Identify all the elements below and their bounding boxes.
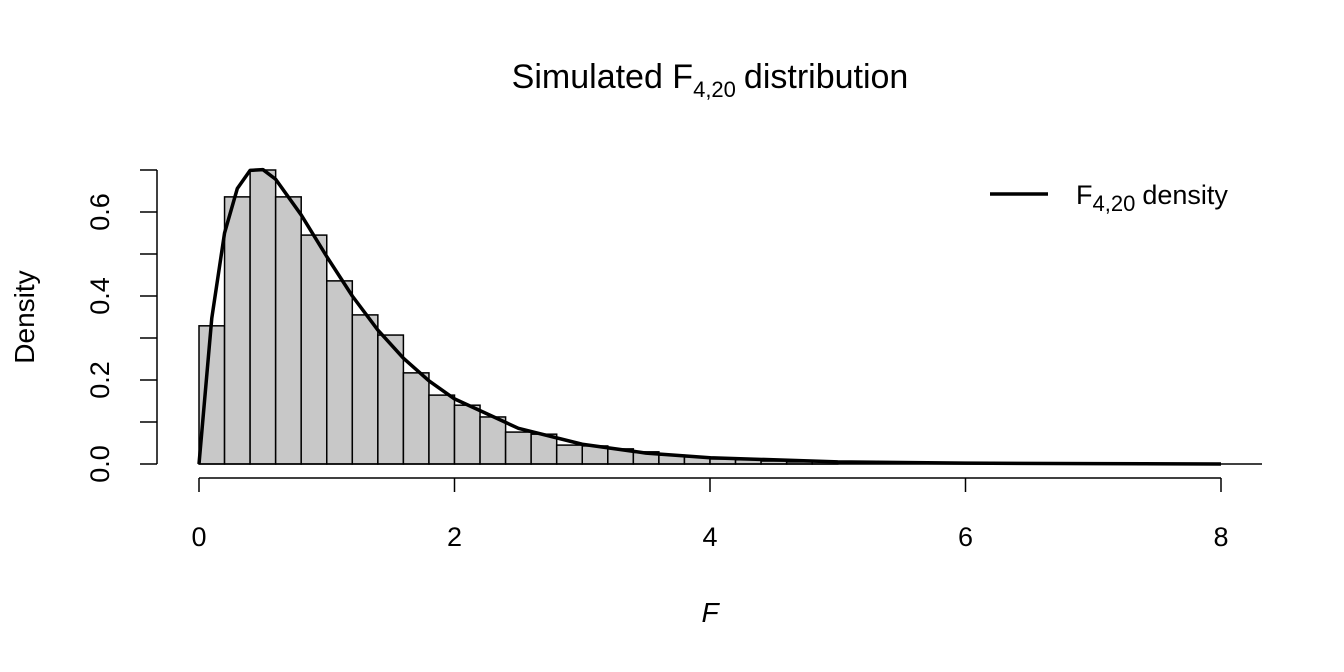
y-tick-label: 0.6	[85, 193, 115, 231]
histogram-bar	[274, 196, 302, 465]
title-main: Simulated F	[512, 58, 693, 96]
legend: F4,20 density	[990, 180, 1228, 216]
legend-subscript: 4,20	[1093, 191, 1136, 216]
x-axis-label: F	[701, 597, 720, 628]
y-axis-label: Density	[9, 270, 40, 363]
histogram-bar	[223, 196, 251, 465]
y-tick-label: 0.2	[85, 361, 115, 399]
histogram-bar	[402, 372, 430, 465]
histogram-bar	[300, 234, 328, 465]
histogram-bar	[428, 394, 456, 465]
x-tick-label: 2	[447, 522, 462, 552]
title-rest: distribution	[744, 58, 908, 96]
histogram-bar	[453, 404, 481, 465]
x-tick-label: 8	[1213, 522, 1228, 552]
chart-title: Simulated F4,20 distribution	[512, 58, 909, 102]
x-tick-label: 4	[702, 522, 717, 552]
histogram-bar	[249, 169, 277, 465]
y-tick-label: 0.4	[85, 277, 115, 315]
histogram-bar	[479, 416, 507, 465]
histogram-bar	[555, 444, 584, 465]
histogram-bar	[198, 325, 226, 465]
legend-rest: density	[1142, 180, 1228, 210]
legend-label: F4,20 density	[1076, 180, 1228, 216]
histogram-bar	[377, 334, 405, 465]
title-subscript: 4,20	[693, 77, 736, 102]
x-tick-label: 0	[191, 522, 206, 552]
density-curve	[197, 167, 1222, 466]
y-tick-label: 0.0	[85, 445, 115, 483]
x-tick-label: 6	[958, 522, 973, 552]
histogram-bar	[504, 431, 532, 465]
histogram-bar	[351, 314, 379, 465]
histogram-bar	[326, 280, 354, 465]
legend-name: F	[1076, 180, 1093, 210]
